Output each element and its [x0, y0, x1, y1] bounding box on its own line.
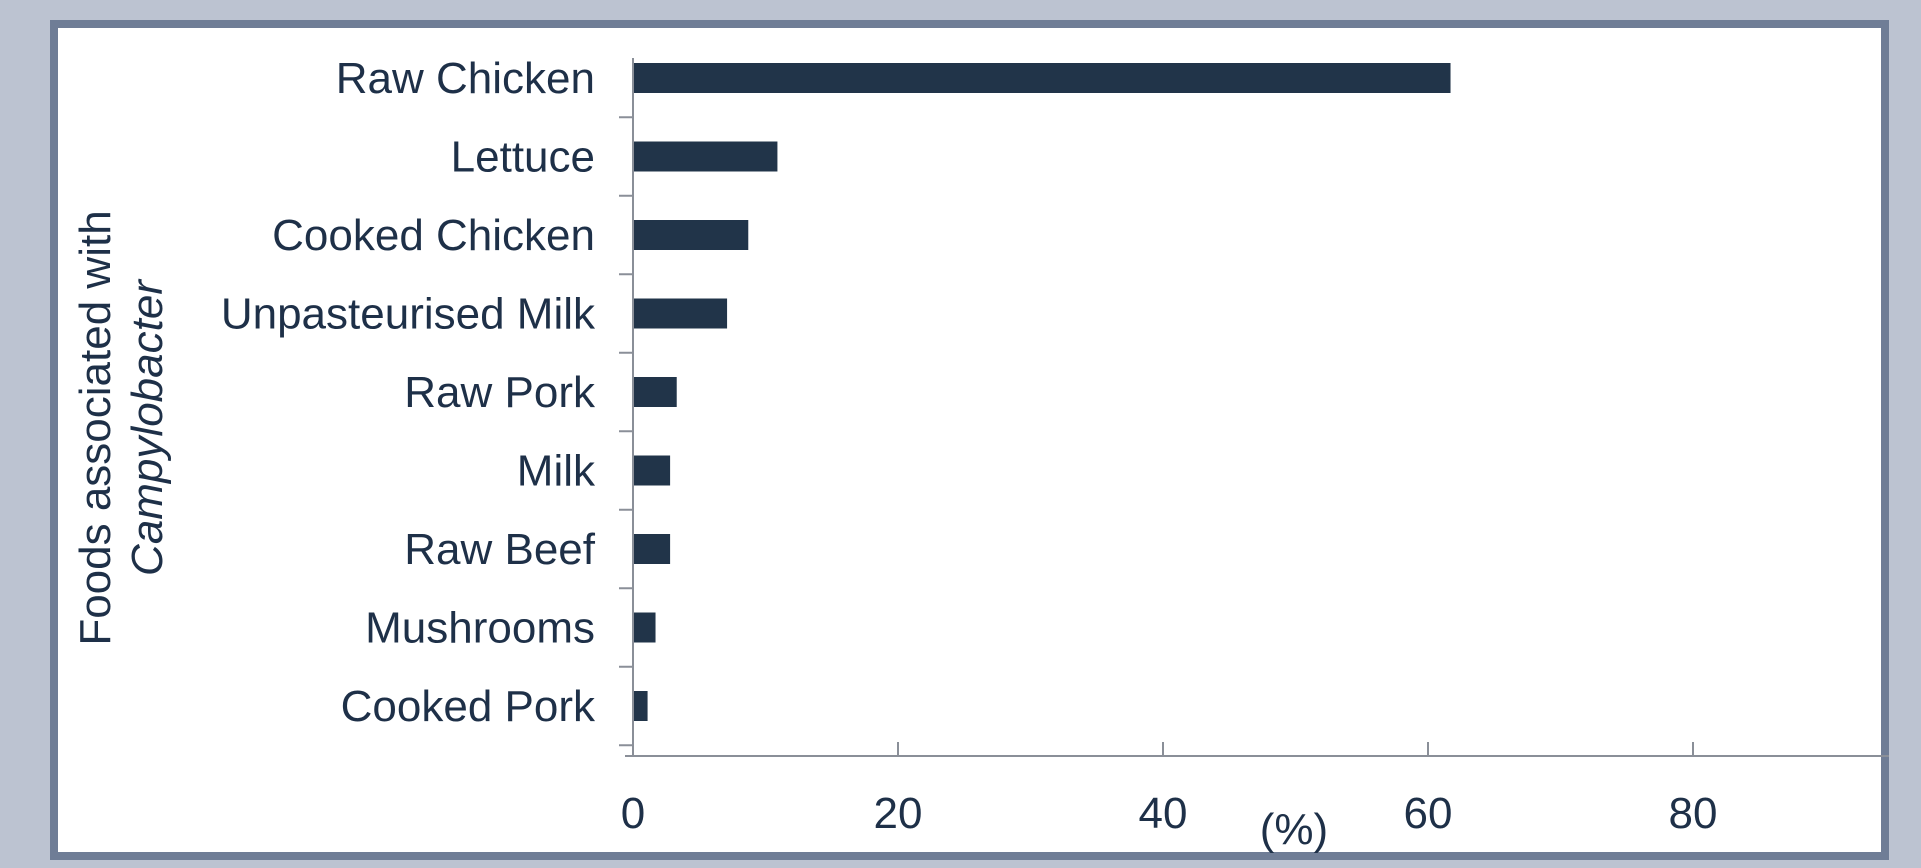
category-label: Lettuce [451, 133, 595, 182]
x-axis-title: (%) [1260, 805, 1328, 854]
x-tick-label: 80 [1669, 789, 1718, 838]
category-label: Raw Beef [404, 525, 596, 574]
category-label: Mushrooms [365, 604, 595, 653]
bar [633, 377, 677, 407]
axes-group [619, 58, 1889, 757]
x-tick-label: 0 [621, 789, 645, 838]
chart-frame: Foods associated with Campylobacter Raw … [50, 20, 1889, 860]
y-axis-title-line1: Foods associated with [71, 210, 120, 645]
category-label: Milk [517, 447, 596, 496]
y-axis-title: Foods associated with Campylobacter [71, 210, 172, 645]
bar [633, 612, 656, 643]
bar [633, 691, 648, 721]
x-tick-labels-group: 0 20 40 60 80 [621, 789, 1718, 838]
category-labels-group: Raw Chicken Lettuce Cooked Chicken Unpasteu… [221, 54, 596, 731]
bars-group [633, 63, 1451, 721]
bar [633, 220, 749, 250]
x-tick-label: 40 [1139, 789, 1188, 838]
category-label: Raw Pork [404, 368, 596, 417]
bar [633, 298, 728, 329]
x-tick-label: 20 [874, 789, 923, 838]
category-label: Unpasteurised Milk [221, 290, 596, 339]
bar-chart: Foods associated with Campylobacter Raw … [71, 54, 1889, 854]
x-tick-label: 60 [1404, 789, 1453, 838]
category-label: Cooked Pork [341, 682, 596, 731]
bar [633, 63, 1451, 93]
bar [633, 534, 671, 564]
bar [633, 141, 778, 172]
category-label: Cooked Chicken [272, 211, 595, 260]
bar [633, 455, 671, 486]
category-label: Raw Chicken [336, 54, 595, 103]
y-axis-title-line2: Campylobacter [123, 278, 172, 576]
